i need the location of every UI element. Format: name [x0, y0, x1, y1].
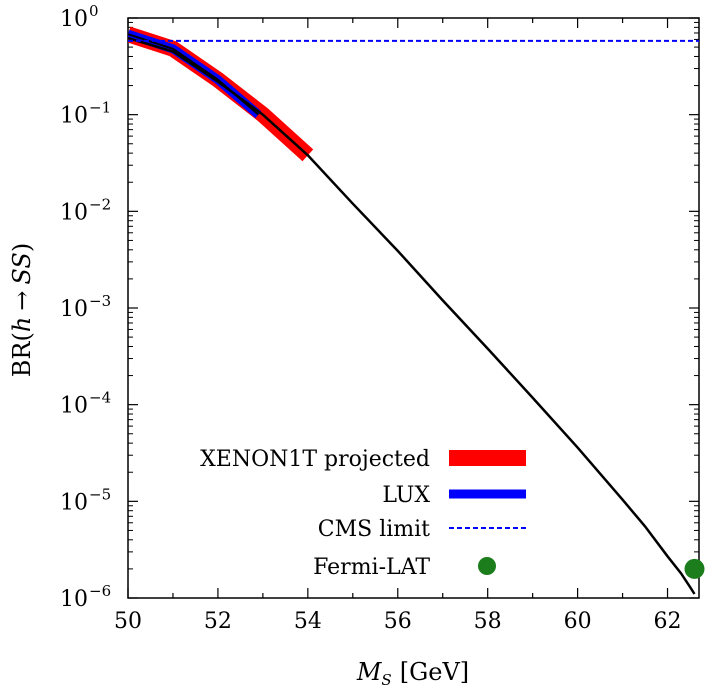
y-tick-label: 100 [60, 2, 99, 32]
y-tick-label-exp: −4 [89, 389, 111, 407]
y-tick-label-base: 10 [60, 297, 88, 322]
x-tick-label: 56 [384, 609, 412, 634]
x-tick-label: 50 [114, 609, 142, 634]
x-tick-label: 60 [564, 609, 592, 634]
x-axis-title-main: M [356, 658, 383, 686]
x-tick-label: 58 [474, 609, 502, 634]
y-axis-title-h: h [8, 317, 36, 332]
y-axis-title-post: ) [8, 243, 36, 252]
x-tick-label: 54 [294, 609, 322, 634]
y-tick-label: 10−4 [60, 389, 111, 419]
y-tick-label-base: 10 [60, 490, 88, 515]
y-tick-label-exp: −1 [89, 99, 111, 117]
y-axis-title-arrow: → [8, 291, 36, 311]
y-tick-label-base: 10 [60, 200, 88, 225]
y-tick-label: 10−6 [60, 582, 111, 612]
y-tick-label: 10−2 [60, 195, 111, 225]
x-tick-label: 52 [204, 609, 232, 634]
legend-label-lux: LUX [382, 483, 430, 508]
y-axis-title-pre: BR( [8, 332, 36, 377]
axis-ticks [127, 17, 699, 599]
x-axis-title-unit: [GeV] [400, 658, 469, 686]
series-band-xenon1t [128, 26, 314, 162]
y-axis-title-ss: SS [8, 252, 36, 284]
y-tick-label: 10−1 [60, 99, 111, 129]
legend-swatch-fermi [478, 557, 496, 575]
x-tick-label: 62 [654, 609, 682, 634]
x-tick-labels: 50 52 54 56 58 60 62 [114, 609, 682, 634]
legend-label-fermi: Fermi-LAT [313, 555, 430, 580]
y-tick-label-base: 10 [60, 104, 88, 129]
y-tick-label-base: 10 [60, 7, 88, 32]
y-tick-label: 10−5 [60, 485, 111, 515]
y-tick-label: 10−3 [60, 292, 111, 322]
y-axis-title: BR(h → SS) [8, 243, 36, 378]
series-layer [128, 26, 699, 595]
y-tick-label-base: 10 [60, 587, 88, 612]
y-tick-label-base: 10 [60, 394, 88, 419]
series-line-br [128, 36, 696, 595]
y-tick-label-exp: −6 [89, 582, 111, 600]
y-tick-label-exp: −2 [89, 195, 111, 213]
y-tick-label-exp: −3 [89, 292, 111, 310]
series-point-fermi-lat [684, 558, 705, 579]
y-tick-label-exp: −5 [89, 485, 111, 503]
y-tick-label-exp: 0 [89, 2, 99, 20]
plot-frame [127, 17, 700, 599]
x-axis-title: MS [GeV] [356, 658, 469, 689]
legend: XENON1T projected LUX CMS limit Fermi-LA… [200, 447, 526, 580]
x-axis-title-sub: S [381, 671, 391, 689]
legend-label-xenon: XENON1T projected [200, 447, 430, 472]
legend-label-cms: CMS limit [318, 517, 430, 542]
